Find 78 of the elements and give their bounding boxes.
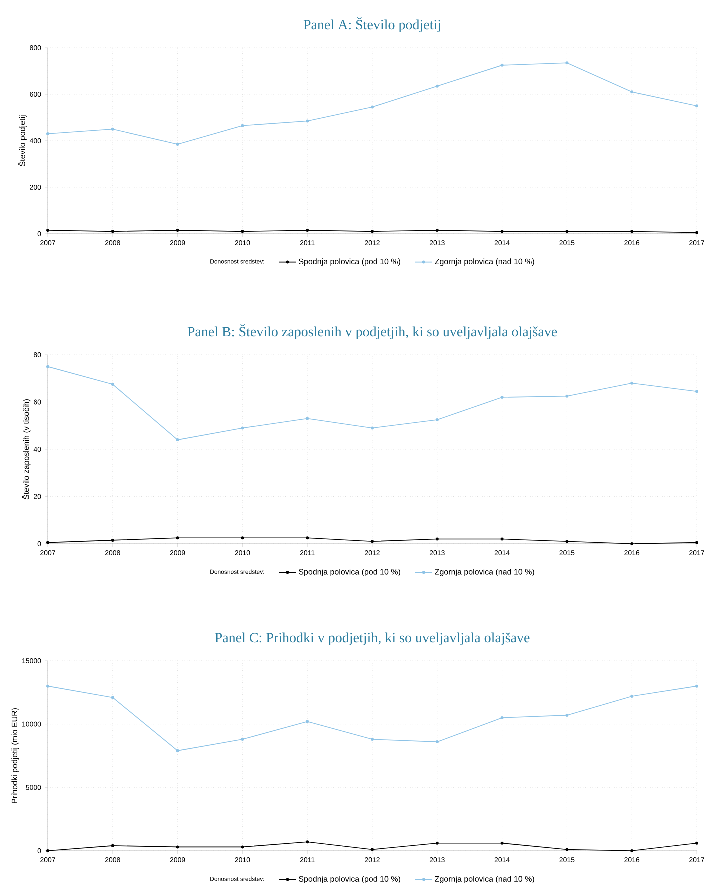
point — [111, 383, 114, 386]
legend-label: Zgornja polovica (nad 10 %) — [435, 568, 534, 576]
point — [111, 538, 114, 542]
chart-title: Panel A: Število podjetij — [304, 17, 440, 32]
point — [630, 382, 634, 385]
point — [306, 536, 310, 540]
legend-label: Spodnja polovica (pod 10 %) — [298, 568, 400, 576]
point — [695, 842, 698, 845]
point — [176, 229, 180, 232]
point — [111, 128, 114, 131]
point — [241, 124, 244, 128]
point — [436, 418, 439, 422]
point — [436, 842, 439, 845]
point — [630, 542, 634, 546]
point — [111, 696, 114, 700]
chart-title: Panel B: Število zaposlenih v podjetjih, ki so uveljavljala olajšave — [188, 324, 558, 340]
point — [695, 390, 698, 394]
point — [500, 716, 504, 720]
point — [241, 426, 244, 430]
legend-label: Zgornja polovica (nad 10 %) — [435, 258, 534, 266]
point — [630, 694, 634, 698]
point — [630, 849, 634, 852]
legend-label: Spodnja polovica (pod 10 %) — [298, 876, 400, 884]
point — [695, 541, 698, 544]
point — [630, 90, 634, 94]
point — [370, 848, 374, 852]
point — [566, 714, 569, 717]
point — [566, 540, 569, 544]
point — [436, 740, 439, 744]
point — [306, 417, 310, 420]
point — [111, 230, 114, 234]
point — [566, 394, 569, 398]
point — [500, 396, 504, 400]
point — [176, 142, 180, 146]
point — [500, 230, 504, 234]
point — [306, 120, 310, 123]
point — [306, 840, 310, 844]
y-axis-title: Število podjetij — [18, 116, 27, 166]
point — [436, 84, 439, 88]
point — [370, 540, 374, 544]
point — [566, 62, 569, 65]
chart-title: Panel C: Prihodki v podjetjih, ki so uveljavljala olajšave — [215, 632, 530, 646]
point — [176, 536, 180, 540]
point — [436, 229, 439, 232]
point — [436, 538, 439, 541]
point — [46, 365, 50, 368]
point — [176, 438, 180, 442]
legend-label: Spodnja polovica (pod 10 %) — [298, 258, 400, 266]
point — [500, 538, 504, 541]
point — [176, 846, 180, 849]
point — [500, 64, 504, 67]
point — [370, 106, 374, 109]
point — [370, 426, 374, 430]
point — [695, 684, 698, 688]
point — [241, 230, 244, 234]
point — [241, 536, 244, 540]
point — [176, 749, 180, 752]
point — [566, 230, 569, 234]
point — [46, 229, 50, 232]
point — [370, 230, 374, 234]
point — [46, 849, 50, 852]
point — [306, 720, 310, 724]
point — [46, 132, 50, 136]
point — [46, 684, 50, 688]
point — [241, 738, 244, 742]
y-axis-title: Število zaposlenih (v tisočih) — [22, 400, 31, 500]
point — [46, 541, 50, 544]
point — [630, 230, 634, 234]
point — [695, 104, 698, 108]
y-axis-title: Prihodki podjetij (mio EUR) — [12, 708, 20, 804]
legend-label: Zgornja polovica (nad 10 %) — [435, 876, 534, 884]
point — [695, 231, 698, 234]
point — [370, 738, 374, 742]
point — [306, 229, 310, 232]
point — [500, 842, 504, 845]
point — [241, 846, 244, 849]
point — [111, 844, 114, 848]
point — [566, 848, 569, 852]
